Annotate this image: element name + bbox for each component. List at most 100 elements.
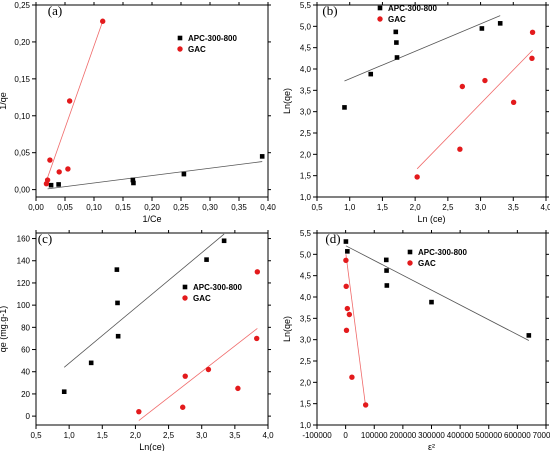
data-point [384, 268, 389, 273]
data-point [181, 171, 187, 177]
x-tick-label: 2,5 [163, 431, 175, 440]
data-point [342, 105, 347, 110]
legend-label: GAC [188, 45, 206, 54]
x-tick-label: 0,30 [202, 203, 218, 212]
y-tick-label: 80 [21, 323, 30, 332]
data-point [394, 55, 400, 60]
x-tick-label: 3,5 [508, 203, 520, 212]
y-tick-label: 2,0 [300, 150, 312, 159]
chart-panel-1: 0,00 0,05 0,10 0,15 0,20 0,25 0,30 0,35 0,40 0,00… [0, 1, 276, 224]
fit-line [47, 161, 263, 190]
data-point [44, 177, 51, 183]
y-tick-label: 4,0 [300, 65, 312, 74]
data-point [259, 154, 265, 159]
y-tick-label: 0,20 [14, 38, 30, 47]
data-point [47, 157, 53, 163]
fit-line [46, 21, 104, 181]
x-tick-label: 0,20 [144, 203, 160, 212]
plot-frame [316, 4, 547, 198]
data-point [384, 283, 390, 288]
legend: APC-300-800 GAC [407, 248, 467, 268]
x-tick-label: 200000 [390, 431, 417, 440]
plot-frame [35, 232, 269, 426]
x-tick-label: 0,15 [115, 203, 131, 212]
data-point [479, 26, 485, 31]
data-point [88, 360, 94, 366]
y-tick-label: 1,0 [300, 193, 312, 202]
series-gac [43, 18, 106, 187]
data-point [349, 374, 355, 380]
x-tick-label: 3,5 [229, 431, 241, 440]
legend-label: GAC [193, 294, 211, 303]
legend-label: GAC [418, 259, 436, 268]
legend-marker [182, 284, 188, 290]
series-apc [343, 239, 532, 341]
x-tick-label: 0,5 [30, 431, 42, 440]
legend-marker [377, 16, 383, 22]
data-point [65, 166, 71, 172]
x-axis-label: Ln (ce) [417, 214, 445, 224]
data-point [526, 333, 532, 338]
data-point [136, 408, 142, 415]
x-tick-label: 1,0 [344, 203, 356, 212]
data-point [131, 180, 136, 186]
chart-panel-2: 0,5 1,0 1,5 2,0 2,5 3,0 3,5 4,01,01,52,02,53,03… [282, 1, 550, 224]
chart-panel-4: -100000 0 100000 200000 300000 400000 500000 60… [282, 229, 550, 451]
x-tick-label: 300000 [418, 431, 445, 440]
x-axis-label: Ln(ce) [139, 442, 165, 451]
panel-label: (b) [322, 3, 337, 18]
legend-label: APC-300-800 [193, 283, 242, 292]
data-point [482, 77, 488, 84]
data-point [459, 83, 466, 90]
legend: APC-300-800 GAC [182, 283, 242, 303]
data-point [343, 283, 349, 290]
y-tick-label: 2,0 [300, 378, 312, 387]
y-tick-label: 3,0 [300, 336, 312, 345]
y-tick-label: 0,05 [14, 149, 30, 158]
data-point [457, 146, 463, 152]
data-point [254, 335, 260, 342]
legend-marker [182, 295, 188, 301]
data-point [383, 257, 389, 263]
data-point [204, 257, 209, 262]
x-tick-label: 1,0 [64, 431, 76, 440]
y-tick-label: 2,5 [300, 129, 312, 138]
y-tick-label: 5,0 [300, 22, 312, 31]
data-point [235, 385, 241, 392]
data-point [414, 174, 420, 180]
legend-marker [377, 5, 383, 11]
y-axis-label: Ln(qe) [282, 316, 292, 342]
data-point [510, 99, 517, 105]
x-axis-label: 1/Ce [142, 214, 161, 224]
data-point [100, 18, 106, 24]
y-tick-label: 160 [17, 235, 31, 244]
x-tick-label: 4,0 [262, 431, 274, 440]
legend-marker [177, 35, 183, 41]
data-point [343, 257, 349, 264]
x-tick-label: 400000 [447, 431, 474, 440]
x-tick-label: 0,00 [28, 203, 44, 212]
y-tick-label: 20 [21, 390, 30, 399]
y-tick-label: 4,0 [300, 293, 312, 302]
legend-marker [177, 46, 183, 52]
data-point [115, 300, 120, 306]
legend-marker [407, 260, 413, 266]
y-tick-label: 0 [26, 412, 31, 421]
x-tick-label: 1,5 [97, 431, 109, 440]
series-apc [47, 154, 265, 190]
data-point [114, 267, 120, 272]
y-tick-label: 2,5 [300, 357, 312, 366]
data-point [529, 29, 536, 36]
data-point [345, 249, 350, 254]
data-point [529, 55, 535, 62]
x-tick-label: 3,0 [196, 431, 208, 440]
y-tick-label: 1,5 [300, 400, 312, 409]
data-point [61, 389, 67, 395]
data-point [205, 366, 212, 373]
fit-line [345, 245, 530, 341]
panel-label: (c) [38, 231, 52, 246]
y-axis-label: Ln(qe) [282, 88, 292, 114]
fit-line [344, 15, 501, 82]
x-tick-label: 600000 [504, 431, 531, 440]
